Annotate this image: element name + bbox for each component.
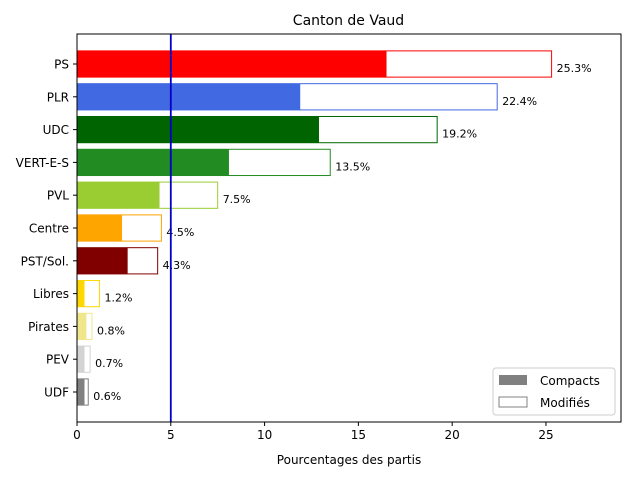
category-label: Libres [33, 287, 69, 301]
x-tick-label: 20 [445, 428, 460, 442]
category-label: PS [54, 58, 69, 72]
bar-compacts [77, 313, 87, 340]
value-label: 4.3% [163, 259, 191, 272]
bar-group [76, 50, 553, 406]
bar-compacts [77, 280, 85, 307]
value-label: 4.5% [166, 226, 194, 239]
legend-label-compacts: Compacts [540, 374, 600, 388]
x-tick-label: 0 [73, 428, 81, 442]
value-labels: 25.3% 22.4% 19.2% 13.5% 7.5% 4.5% 4.3% 1.2% 0.8%… [93, 62, 591, 403]
value-label: 0.6% [93, 390, 121, 403]
legend-swatch-compacts [499, 375, 527, 385]
legend-swatch-modifies [498, 396, 528, 408]
x-tick-label: 15 [351, 428, 366, 442]
x-tick-label: 10 [257, 428, 272, 442]
value-label: 25.3% [557, 62, 592, 75]
category-label: Pirates [28, 320, 69, 334]
value-label: 19.2% [442, 128, 477, 141]
value-label: 13.5% [335, 160, 370, 173]
bar-compacts [77, 182, 160, 209]
value-label: 0.8% [97, 324, 125, 337]
category-label: PEV [46, 353, 70, 367]
bar-compacts [77, 378, 85, 406]
x-axis-label: Pourcentages des partis [277, 453, 421, 467]
bar-compacts [77, 214, 123, 242]
category-label: PST/Sol. [21, 254, 69, 268]
category-label: VERT-E-S [16, 156, 69, 170]
value-label: 22.4% [502, 95, 537, 108]
category-label: Centre [29, 222, 69, 236]
category-label: PVL [47, 189, 69, 203]
category-label: UDF [44, 386, 69, 400]
category-label: PLR [47, 90, 69, 104]
value-label: 7.5% [223, 193, 251, 206]
bar-compacts [77, 247, 128, 274]
bar-compacts [77, 346, 85, 373]
category-labels: PS PLR UDC VERT-E-S PVL Centre PST/Sol. Libres P… [16, 58, 77, 400]
legend: Compacts Modifiés [492, 367, 616, 416]
legend-label-modifies: Modifiés [540, 396, 590, 410]
bar-compacts [77, 116, 319, 143]
x-tick-label: 25 [538, 428, 553, 442]
value-label: 1.2% [105, 292, 133, 305]
chart-title: Canton de Vaud [293, 13, 404, 29]
bar-compacts [77, 149, 229, 176]
x-tick-label: 5 [167, 428, 175, 442]
x-axis-ticks: 0 5 10 15 20 25 [73, 422, 554, 442]
bar-compacts [77, 83, 301, 110]
category-label: UDC [43, 123, 69, 137]
plot-frame [76, 33, 622, 423]
value-label: 0.7% [95, 357, 123, 370]
bar-compacts [77, 50, 387, 78]
